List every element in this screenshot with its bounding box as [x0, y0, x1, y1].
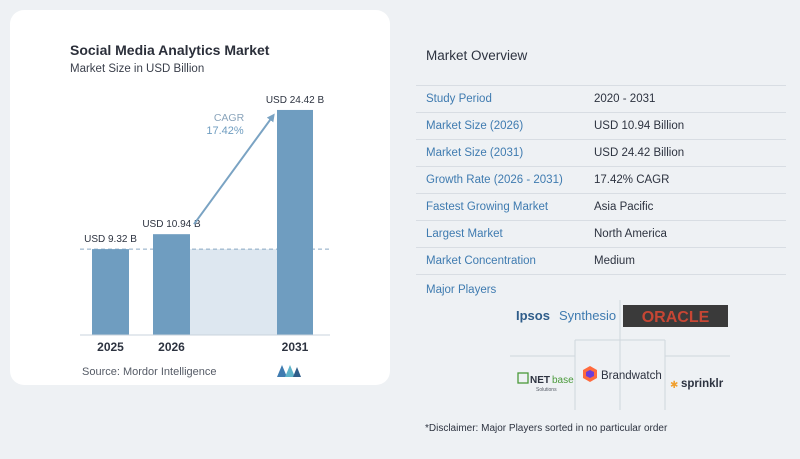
row-label: Market Size (2031) [416, 139, 594, 167]
major-players-title: Major Players [426, 284, 497, 296]
row-label: Fastest Growing Market [416, 193, 594, 221]
cagr-value: 17.42% [206, 125, 244, 137]
disclaimer-text: *Disclaimer: Major Players sorted in no … [425, 423, 668, 434]
bar-chart: USD 9.32 B 2025 USD 10.94 B 2026 USD 24.42 B… [80, 95, 330, 354]
row-value: USD 10.94 Billion [594, 112, 786, 140]
oracle-logo-box [623, 305, 728, 327]
oracle-logo: ORACLE [642, 309, 710, 326]
brandwatch-text: Brandwatch [601, 370, 662, 382]
cagr-arrow [193, 113, 275, 225]
netbase-base: base [552, 375, 574, 386]
data-label-2026: USD 10.94 B [142, 219, 201, 230]
major-players-logos: Ipsos Synthesio ORACLE NET base Solution… [510, 300, 730, 410]
netbase-icon [517, 372, 529, 384]
mordor-logo-icon [277, 365, 301, 377]
bar-2026 [153, 234, 190, 335]
sprinklr-icon: ✱ [670, 380, 678, 391]
row-value: USD 24.42 Billion [594, 139, 786, 167]
table-row: Largest Market North America [416, 220, 786, 248]
row-value: 2020 - 2031 [594, 85, 786, 113]
row-label: Market Concentration [416, 247, 594, 275]
brandwatch-logo: Brandwatch [583, 366, 662, 382]
netbase-net: NET [530, 375, 550, 386]
x-tick-2031: 2031 [282, 340, 309, 354]
overview-title: Market Overview [426, 48, 528, 63]
netbase-sub: Solutions [536, 387, 557, 393]
row-value: 17.42% CAGR [594, 166, 786, 194]
table-row: Market Concentration Medium [416, 247, 786, 275]
data-label-2031: USD 24.42 B [266, 95, 325, 106]
growth-band [190, 249, 277, 335]
row-label: Largest Market [416, 220, 594, 248]
bar-2025 [92, 249, 129, 335]
chart-subtitle: Market Size in USD Billion [70, 63, 205, 75]
chart-title: Social Media Analytics Market [70, 42, 270, 58]
row-label: Study Period [416, 85, 594, 113]
row-value: Medium [594, 247, 786, 275]
source-text: Source: Mordor Intelligence [82, 366, 217, 378]
synthesio-logo: Synthesio [559, 308, 616, 323]
row-value: Asia Pacific [594, 193, 786, 221]
row-label: Market Size (2026) [416, 112, 594, 140]
table-row: Fastest Growing Market Asia Pacific [416, 193, 786, 221]
x-tick-2026: 2026 [158, 340, 185, 354]
table-row: Market Size (2026) USD 10.94 Billion [416, 112, 786, 140]
table-row: Growth Rate (2026 - 2031) 17.42% CAGR [416, 166, 786, 194]
overview-table: Study Period 2020 - 2031 Market Size (202… [416, 85, 786, 275]
cagr-label: CAGR [214, 112, 245, 124]
row-label: Growth Rate (2026 - 2031) [416, 166, 594, 194]
row-value: North America [594, 220, 786, 248]
table-row: Market Size (2031) USD 24.42 Billion [416, 139, 786, 167]
x-tick-2025: 2025 [97, 340, 124, 354]
table-row: Study Period 2020 - 2031 [416, 85, 786, 113]
ipsos-logo: Ipsos [516, 308, 550, 323]
netbase-logo: NET base Solutions [517, 372, 574, 393]
bar-2031 [277, 109, 313, 335]
data-label-2025: USD 9.32 B [84, 234, 137, 245]
sprinklr-text: sprinklr [681, 378, 724, 390]
sprinklr-logo: ✱ sprinklr [670, 378, 724, 391]
